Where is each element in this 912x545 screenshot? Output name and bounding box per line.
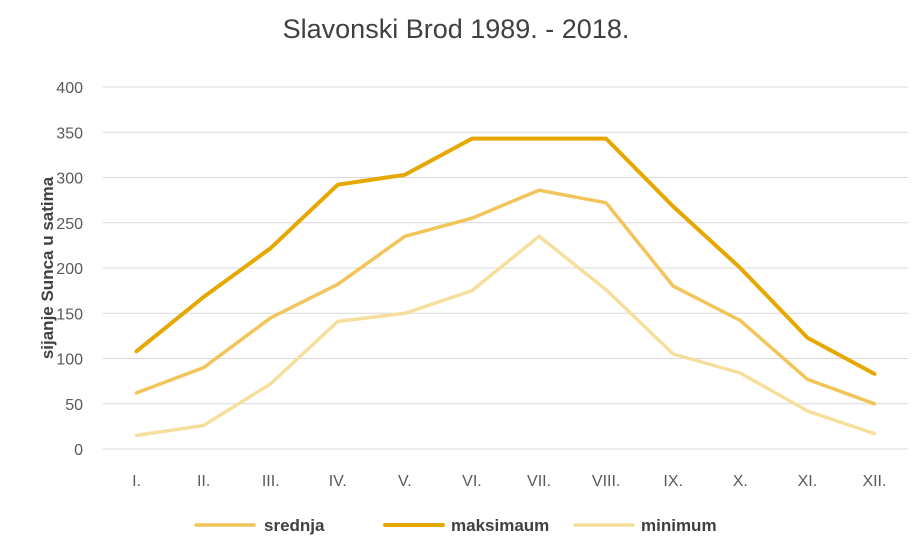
x-tick-label: XI. <box>798 473 818 490</box>
series-lines <box>134 136 877 438</box>
y-tick-label: 200 <box>56 261 83 278</box>
x-tick-label: I. <box>132 473 141 490</box>
legend-label: srednja <box>264 516 325 535</box>
y-tick-label: 100 <box>56 352 83 369</box>
legend: srednja maksimaum minimum <box>194 516 717 535</box>
x-tick-label: IV. <box>329 473 347 490</box>
x-tick-label: VII. <box>527 473 551 490</box>
gridlines <box>103 86 908 450</box>
x-tick-label: VI. <box>462 473 482 490</box>
x-axis-ticks: I. II. III. IV. V. VI. VII. VIII. IX. X. XI. XII. <box>132 473 886 490</box>
y-tick-label: 300 <box>56 171 83 188</box>
x-tick-label: III. <box>262 473 280 490</box>
y-tick-label: 400 <box>56 80 83 97</box>
legend-label: maksimaum <box>451 516 549 535</box>
series-line-maksimaum <box>134 136 877 376</box>
y-tick-label: 250 <box>56 216 83 233</box>
series-line-srednja <box>134 188 877 406</box>
series-line-minimum <box>134 234 877 438</box>
y-tick-label: 150 <box>56 306 83 323</box>
x-tick-label: II. <box>197 473 210 490</box>
x-tick-label: IX. <box>663 473 683 490</box>
x-tick-label: V. <box>398 473 412 490</box>
x-tick-label: XII. <box>862 473 886 490</box>
y-axis-ticks: 0 50 100 150 200 250 300 350 400 <box>56 80 83 459</box>
y-axis-title: sijanje Sunca u satima <box>38 176 57 359</box>
x-tick-label: VIII. <box>592 473 620 490</box>
x-tick-label: X. <box>733 473 748 490</box>
chart-title: Slavonski Brod 1989. - 2018. <box>282 14 630 44</box>
legend-label: minimum <box>641 516 717 535</box>
y-tick-label: 50 <box>65 397 83 414</box>
y-tick-label: 0 <box>74 442 83 459</box>
y-tick-label: 350 <box>56 125 83 142</box>
